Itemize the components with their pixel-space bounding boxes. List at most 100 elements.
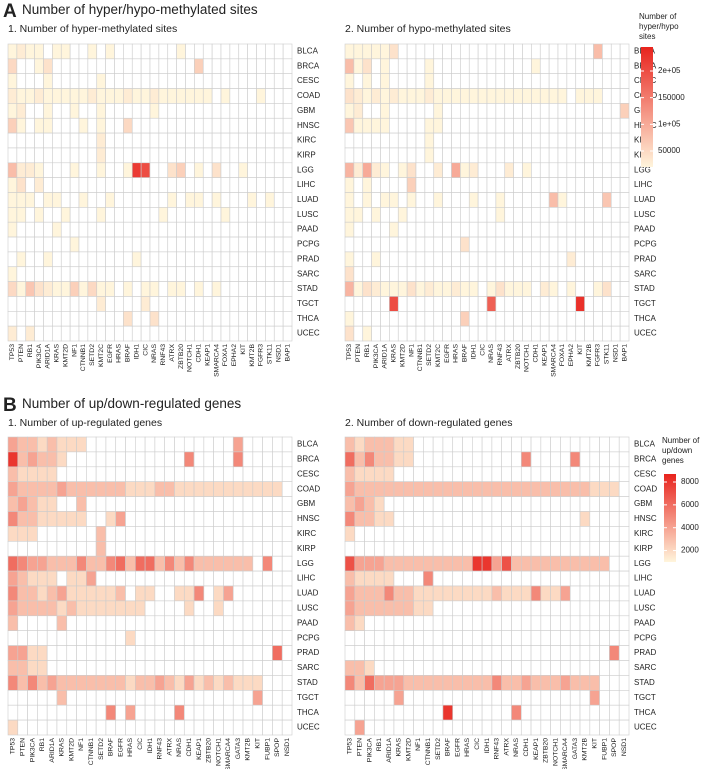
- heatmap-cell: [86, 689, 97, 706]
- heatmap-cell: [520, 719, 532, 736]
- heatmap-cell: [389, 310, 399, 327]
- heatmap-cell: [403, 585, 414, 602]
- heatmap-cell: [262, 466, 273, 482]
- heatmap-cell: [618, 704, 630, 721]
- heatmap-cell: [522, 207, 532, 223]
- heatmap-cell: [131, 88, 142, 104]
- row-label: LGG: [634, 165, 651, 174]
- heatmap-cell: [442, 704, 454, 721]
- heatmap-cell: [504, 117, 514, 134]
- heatmap-cell: [609, 481, 620, 497]
- heatmap-cell: [460, 310, 470, 327]
- heatmap-cell: [86, 496, 97, 512]
- heatmap-cell: [371, 207, 381, 223]
- heatmap-cell: [589, 660, 600, 676]
- heatmap-cell: [144, 630, 156, 646]
- heatmap-cell: [16, 221, 27, 238]
- heatmap-cell: [87, 251, 98, 268]
- column-label: KIT: [577, 344, 584, 355]
- heatmap-cell: [451, 162, 461, 178]
- heatmap-cell: [354, 466, 365, 482]
- heatmap-cell: [242, 689, 254, 706]
- heatmap-cell: [164, 436, 175, 453]
- heatmap-cell: [393, 704, 405, 721]
- heatmap-cell: [52, 177, 62, 193]
- heatmap-cell: [374, 526, 385, 542]
- heatmap-cell: [211, 296, 222, 312]
- heatmap-cell: [37, 630, 48, 646]
- heatmap-cell: [460, 117, 470, 134]
- heatmap-cell: [364, 555, 375, 572]
- heatmap-cell: [511, 570, 522, 587]
- heatmap-cell: [619, 281, 630, 297]
- heatmap-cell: [203, 630, 214, 646]
- heatmap-cell: [406, 132, 417, 149]
- heatmap-cell: [433, 251, 443, 268]
- heatmap-cell: [140, 310, 151, 327]
- heatmap-cell: [344, 645, 356, 661]
- heatmap-cell: [27, 540, 38, 557]
- heatmap-cell: [462, 645, 473, 661]
- heatmap-cell: [7, 281, 18, 297]
- heatmap-cell: [135, 660, 146, 676]
- heatmap-cell: [194, 236, 204, 253]
- heatmap-cell: [27, 511, 38, 527]
- heatmap-cell: [281, 496, 293, 512]
- heatmap-cell: [105, 177, 115, 193]
- heatmap-cell: [213, 675, 224, 691]
- heatmap-cell: [531, 103, 541, 119]
- heatmap-cell: [557, 88, 568, 104]
- column-label: CIC: [137, 738, 144, 750]
- heatmap-cell: [575, 251, 585, 268]
- heatmap-cell: [389, 192, 399, 208]
- row-label: STAD: [297, 678, 318, 687]
- heatmap-cell: [174, 540, 185, 557]
- heatmap-cell: [424, 221, 435, 238]
- heatmap-cell: [383, 615, 395, 631]
- heatmap-cell: [481, 645, 493, 661]
- heatmap-cell: [491, 540, 502, 557]
- heatmap-cell: [185, 296, 195, 312]
- heatmap-cell: [472, 540, 483, 557]
- heatmap-cell: [530, 540, 542, 557]
- heatmap-cell: [566, 162, 577, 178]
- heatmap-cell: [371, 103, 381, 119]
- heatmap-cell: [403, 526, 414, 542]
- heatmap-cell: [273, 192, 284, 208]
- heatmap-cell: [486, 147, 497, 164]
- heatmap-cell: [265, 103, 275, 119]
- heatmap-cell: [46, 585, 58, 602]
- heatmap-cell: [223, 496, 234, 512]
- heatmap-cell: [575, 236, 585, 253]
- heatmap-cell: [115, 615, 126, 631]
- heatmap-cell: [105, 660, 117, 676]
- heatmap-cell: [78, 192, 89, 208]
- heatmap-cell: [460, 73, 470, 89]
- section-label: A: [3, 1, 17, 22]
- heatmap-cell: [481, 481, 493, 497]
- heatmap-cell: [105, 281, 115, 297]
- column-label: PTEN: [18, 344, 25, 362]
- heatmap-cell: [220, 88, 231, 104]
- heatmap-cell: [380, 103, 390, 119]
- heatmap-cell: [354, 436, 365, 453]
- heatmap-cell: [511, 555, 522, 572]
- heatmap-cell: [144, 555, 156, 572]
- heatmap-cell: [66, 466, 77, 482]
- heatmap-cell: [105, 526, 117, 542]
- heatmap-cell: [344, 466, 356, 482]
- heatmap-cell: [477, 192, 488, 208]
- column-label: NF1: [71, 344, 78, 357]
- heatmap-cell: [609, 496, 620, 512]
- column-label: KMT2B: [245, 738, 252, 761]
- heatmap-cell: [353, 207, 364, 223]
- heatmap-cell: [472, 570, 483, 587]
- heatmap-cell: [609, 630, 620, 646]
- heatmap-cell: [468, 132, 479, 149]
- heatmap-cell: [575, 43, 585, 60]
- row-label: PCPG: [297, 633, 320, 642]
- row-label: TGCT: [297, 299, 319, 308]
- heatmap-cell: [550, 704, 561, 721]
- heatmap-cell: [154, 660, 165, 676]
- heatmap-cell: [135, 615, 146, 631]
